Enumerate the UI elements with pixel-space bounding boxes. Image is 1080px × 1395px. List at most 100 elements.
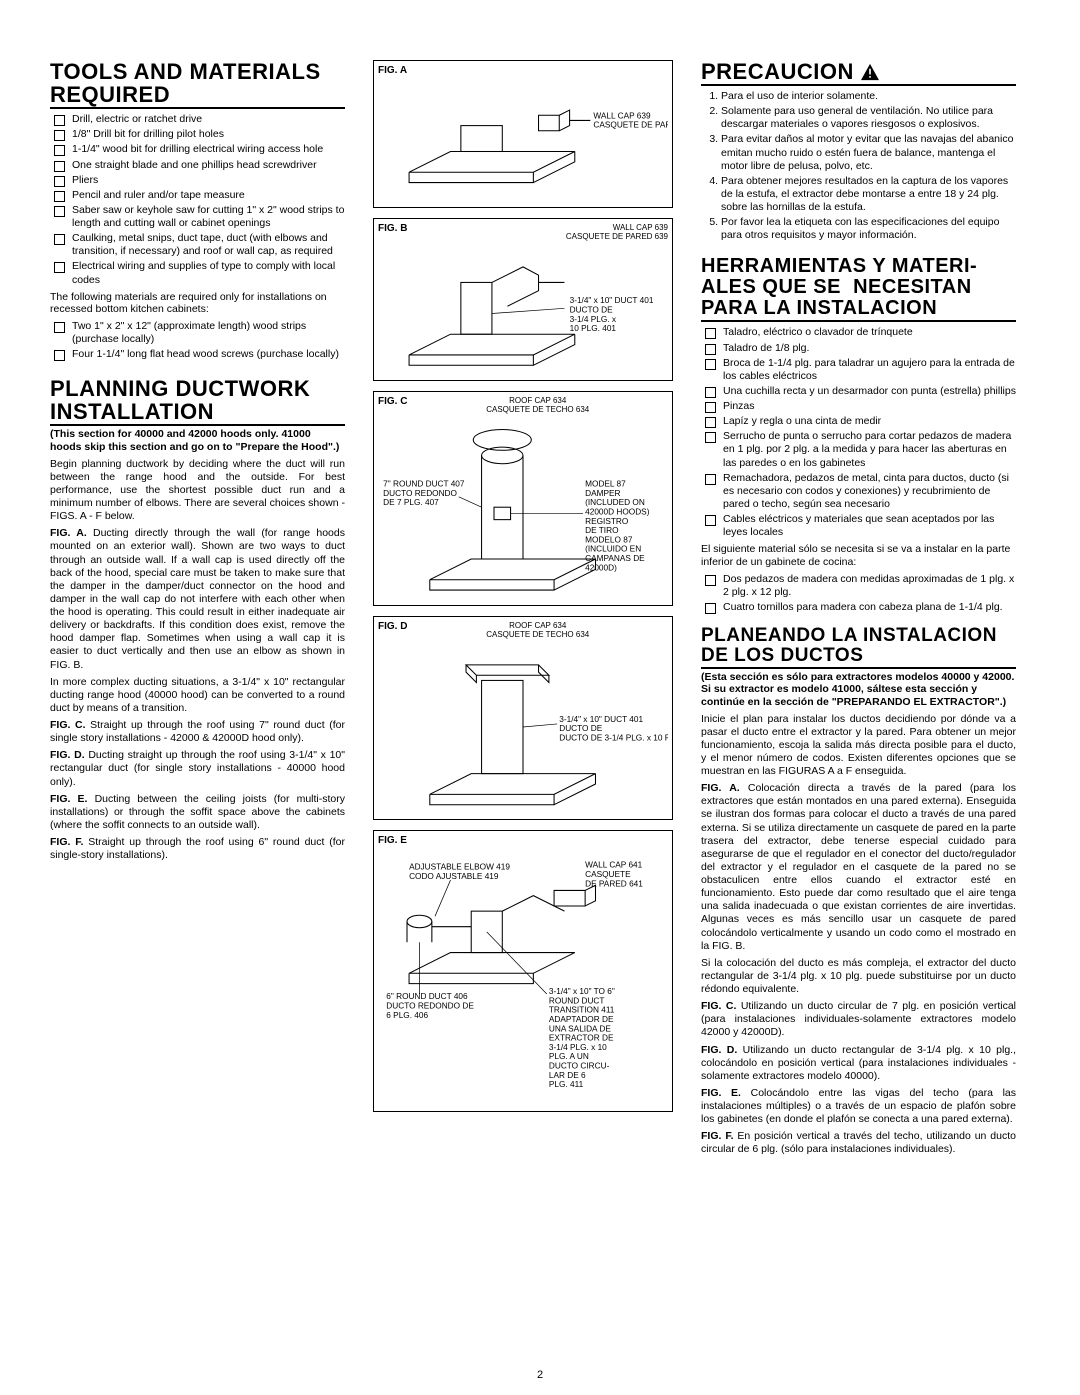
list-item: 1/8" Drill bit for drilling pilot holes <box>50 128 345 141</box>
tools-note: The following materials are required onl… <box>50 291 345 316</box>
tools-title: TOOLS AND MATERIALS REQUIRED <box>50 60 345 109</box>
fig-d: FIG. D ROOF CAP 634CASQUETE DE TECHO 634… <box>373 616 673 820</box>
left-column: TOOLS AND MATERIALS REQUIRED Drill, elec… <box>50 60 345 1365</box>
planning-paragraphs: Begin planning ductwork by deciding wher… <box>50 458 345 863</box>
list-item: Solamente para uso general de ventilació… <box>721 105 1016 131</box>
list-item: Saber saw or keyhole saw for cutting 1" … <box>50 204 345 230</box>
paragraph: Inicie el plan para instalar los ductos … <box>701 713 1016 779</box>
fig-b-svg: 3-1/4" x 10" DUCT 401 DUCTO DE 3-1/4 PLG… <box>378 241 668 376</box>
paragraph: In more complex ducting situations, a 3-… <box>50 676 345 715</box>
svg-text:UNA SALIDA DE: UNA SALIDA DE <box>549 1024 612 1033</box>
list-item: Pinzas <box>701 400 1016 413</box>
fig-c-svg: 7" ROUND DUCT 407 DUCTO REDONDO DE 7 PLG… <box>378 414 668 600</box>
svg-text:7" ROUND DUCT 407: 7" ROUND DUCT 407 <box>383 480 465 489</box>
svg-text:(INCLUDED ON: (INCLUDED ON <box>585 498 645 507</box>
svg-text:DUCTO DE: DUCTO DE <box>570 306 614 315</box>
svg-text:CODO AJUSTABLE 419: CODO AJUSTABLE 419 <box>409 872 499 881</box>
planeando-title: PLANEANDO LA INSTALACION DE LOS DUCTOS <box>701 626 1016 669</box>
svg-text:DE TIRO: DE TIRO <box>585 526 619 535</box>
planeando-note: (Esta sección es sólo para extractores m… <box>701 671 1016 709</box>
precaucion-title: PRECAUCION <box>701 60 1016 86</box>
figures-column: FIG. A WALL CAP 639 CASQUETE DE PARED 63… <box>373 60 673 1365</box>
fig-e-label: FIG. E <box>378 835 668 847</box>
fig-a: FIG. A WALL CAP 639 CASQUETE DE PARED 63… <box>373 60 673 208</box>
page: TOOLS AND MATERIALS REQUIRED Drill, elec… <box>0 0 1080 1395</box>
svg-text:DUCTO CIRCU-: DUCTO CIRCU- <box>549 1061 610 1070</box>
fig-a-svg: WALL CAP 639 CASQUETE DE PARED 639 <box>378 79 668 203</box>
precaucion-list: Para el uso de interior solamente.Solame… <box>701 90 1016 242</box>
svg-text:3-1/4" x 10" TO 6": 3-1/4" x 10" TO 6" <box>549 987 615 996</box>
paragraph: Begin planning ductwork by deciding wher… <box>50 458 345 524</box>
herramientas-title: HERRAMIENTAS Y MATERI-ALES QUE SE NECESI… <box>701 256 1016 322</box>
paragraph: FIG. A. Ducting directly through the wal… <box>50 527 345 671</box>
list-item: Caulking, metal snips, duct tape, duct (… <box>50 232 345 258</box>
svg-text:TRANSITION 411: TRANSITION 411 <box>549 1005 615 1014</box>
svg-text:LAR DE 6: LAR DE 6 <box>549 1070 586 1079</box>
list-item: Cuatro tornillos para madera con cabeza … <box>701 601 1016 614</box>
tools-extras-list: Two 1" x 2" x 12" (approximate length) w… <box>50 320 345 361</box>
svg-text:WALL CAP 641: WALL CAP 641 <box>585 860 643 869</box>
svg-text:PLG. A UN: PLG. A UN <box>549 1052 589 1061</box>
svg-text:3-1/4" x 10" DUCT 401: 3-1/4" x 10" DUCT 401 <box>570 296 654 305</box>
svg-text:PLG. 411: PLG. 411 <box>549 1080 584 1089</box>
fig-a-label: FIG. A <box>378 65 668 77</box>
svg-text:DUCTO DE: DUCTO DE <box>559 724 603 733</box>
list-item: 1-1/4" wood bit for drilling electrical … <box>50 143 345 156</box>
paragraph: FIG. E. Colocándolo entre las vigas del … <box>701 1087 1016 1126</box>
fig-e-svg: ADJUSTABLE ELBOW 419 CODO AJUSTABLE 419 … <box>378 849 668 1108</box>
svg-text:DUCTO REDONDO DE: DUCTO REDONDO DE <box>386 1001 474 1010</box>
herramientas-note: El siguiente material sólo se necesita s… <box>701 543 1016 568</box>
fig-e: FIG. E ADJUSTABLE ELBOW 419 CODO AJUSTAB… <box>373 830 673 1112</box>
list-item: Remachadora, pedazos de metal, cinta par… <box>701 472 1016 511</box>
fig-b: FIG. B WALL CAP 639CASQUETE DE PARED 639… <box>373 218 673 381</box>
svg-text:DUCTO REDONDO: DUCTO REDONDO <box>383 489 457 498</box>
svg-text:ADJUSTABLE ELBOW 419: ADJUSTABLE ELBOW 419 <box>409 862 510 871</box>
list-item: Two 1" x 2" x 12" (approximate length) w… <box>50 320 345 346</box>
fig-c: FIG. C ROOF CAP 634CASQUETE DE TECHO 634… <box>373 391 673 606</box>
herramientas-extras: Dos pedazos de madera con medidas aproxi… <box>701 573 1016 614</box>
list-item: Para obtener mejores resultados en la ca… <box>721 175 1016 214</box>
list-item: Pliers <box>50 174 345 187</box>
list-item: Por favor lea la etiqueta con las especi… <box>721 216 1016 242</box>
herramientas-list: Taladro, eléctrico o clavador de trínque… <box>701 326 1016 539</box>
svg-text:3-1/4 PLG. x 10: 3-1/4 PLG. x 10 <box>549 1042 607 1051</box>
svg-text:42000D HOODS): 42000D HOODS) <box>585 508 650 517</box>
fig-d-label: FIG. D <box>378 621 407 633</box>
svg-text:CASQUETE: CASQUETE <box>585 869 631 878</box>
svg-text:ADAPTADOR DE: ADAPTADOR DE <box>549 1014 614 1023</box>
list-item: Serrucho de punta o serrucho para cortar… <box>701 430 1016 469</box>
right-column: PRECAUCION Para el uso de interior solam… <box>701 60 1016 1365</box>
svg-text:DE PARED 641: DE PARED 641 <box>585 879 643 888</box>
svg-text:MODELO 87: MODELO 87 <box>585 536 633 545</box>
paragraph: FIG. E. Ducting between the ceiling jois… <box>50 793 345 832</box>
svg-text:10 PLG. 401: 10 PLG. 401 <box>570 324 617 333</box>
svg-text:EXTRACTOR DE: EXTRACTOR DE <box>549 1033 614 1042</box>
paragraph: FIG. D. Utilizando un ducto rectangular … <box>701 1044 1016 1083</box>
list-item: Cables eléctricos y materiales que sean … <box>701 513 1016 539</box>
paragraph: FIG. C. Utilizando un ducto circular de … <box>701 1000 1016 1039</box>
svg-text:(INCLUIDO EN: (INCLUIDO EN <box>585 545 641 554</box>
list-item: Para evitar daños al motor y evitar que … <box>721 133 1016 172</box>
svg-text:REGISTRO: REGISTRO <box>585 517 629 526</box>
list-item: Lapíz y regla o una cinta de medir <box>701 415 1016 428</box>
svg-text:DUCTO DE 3-1/4 PLG. x 10 PLG.: DUCTO DE 3-1/4 PLG. x 10 PLG. 401 <box>559 733 668 742</box>
paragraph: FIG. A. Colocación directa a través de l… <box>701 782 1016 953</box>
svg-text:DE 7 PLG. 407: DE 7 PLG. 407 <box>383 498 439 507</box>
svg-text:3-1/4" x 10" DUCT 401: 3-1/4" x 10" DUCT 401 <box>559 715 643 724</box>
list-item: Broca de 1-1/4 plg. para taladrar un agu… <box>701 357 1016 383</box>
paragraph: FIG. C. Straight up through the roof usi… <box>50 719 345 745</box>
svg-text:6" ROUND DUCT 406: 6" ROUND DUCT 406 <box>386 992 468 1001</box>
list-item: Pencil and ruler and/or tape measure <box>50 189 345 202</box>
list-item: Taladro, eléctrico o clavador de trínque… <box>701 326 1016 339</box>
fig-c-label: FIG. C <box>378 396 407 408</box>
planning-note: (This section for 40000 and 42000 hoods … <box>50 428 345 453</box>
tools-list: Drill, electric or ratchet drive1/8" Dri… <box>50 113 345 287</box>
warning-icon <box>860 63 880 81</box>
list-item: Electrical wiring and supplies of type t… <box>50 260 345 286</box>
list-item: Taladro de 1/8 plg. <box>701 342 1016 355</box>
fig-d-svg: 3-1/4" x 10" DUCT 401 DUCTO DE DUCTO DE … <box>378 639 668 815</box>
svg-text:3-1/4 PLG. x: 3-1/4 PLG. x <box>570 315 617 324</box>
list-item: One straight blade and one phillips head… <box>50 159 345 172</box>
planning-title: PLANNING DUCTWORK INSTALLATION <box>50 377 345 426</box>
svg-text:CASQUETE DE PARED 639: CASQUETE DE PARED 639 <box>593 120 668 129</box>
